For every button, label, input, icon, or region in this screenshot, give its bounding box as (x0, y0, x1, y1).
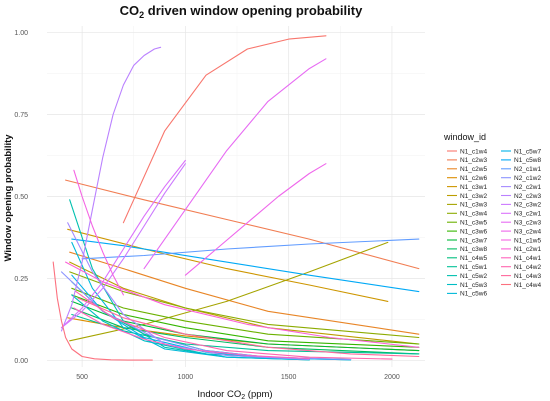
series-line-N1_c5w8 (71, 238, 420, 293)
legend-label-N1_c3w4: N1_c3w4 (460, 211, 487, 218)
series-line-N1_c5w6 (71, 241, 310, 361)
legend-label-N3_c2w4: N3_c2w4 (514, 228, 541, 235)
legend-label-N1_c4w2: N1_c4w2 (514, 264, 541, 271)
legend-label-N1_c5w2: N1_c5w2 (460, 273, 487, 280)
legend-label-N3_c2w3: N3_c2w3 (514, 220, 541, 227)
legend-label-N1_c1w4: N1_c1w4 (460, 148, 487, 155)
legend-label-N2_c2w3: N2_c2w3 (514, 193, 541, 200)
legend-label-N1_c5w7: N1_c5w7 (514, 148, 541, 155)
chart-title-sub: 2 (139, 10, 144, 20)
series-line-N1_c2w5 (69, 251, 420, 335)
legend-label-N1_c2w5: N1_c2w5 (460, 166, 487, 173)
legend-label-N1_c3w1: N1_c3w1 (460, 184, 487, 191)
legend-label-N1_c4w5: N1_c4w5 (460, 255, 487, 262)
legend-label-N1_c2w6: N1_c2w6 (460, 175, 487, 182)
x-tick-label: 500 (76, 374, 88, 381)
x-axis-title-sub: 2 (241, 394, 245, 401)
grid (47, 26, 425, 367)
chart-title-main: CO (120, 3, 140, 18)
legend-label-N1_c3w3: N1_c3w3 (460, 202, 487, 209)
chart-title: CO2 driven window opening probability (120, 3, 363, 20)
y-tick-label: 1.00 (14, 30, 28, 37)
legend-label-N1_c4w3: N1_c4w3 (514, 273, 541, 280)
series-line-N3_c2w1 (60, 159, 186, 329)
legend-label-N2_c3w2: N2_c3w2 (514, 202, 541, 209)
series-line-N1_c2w1 (65, 261, 420, 348)
legend-label-N2_c1w2: N2_c1w2 (514, 175, 541, 182)
series-line-N1_c4w1 (73, 307, 310, 360)
chart-title-rest: driven window opening probability (144, 3, 363, 18)
series-line-N1_c3w5 (71, 287, 420, 345)
x-axis-title: Indoor CO2 (ppm) (197, 389, 272, 401)
legend-label-N1_c5w8: N1_c5w8 (514, 157, 541, 164)
legend-label-N1_c3w6: N1_c3w6 (460, 228, 487, 235)
legend-label-N1_c5w1: N1_c5w1 (460, 264, 487, 271)
y-tick-label: 0.50 (14, 194, 28, 201)
legend-label-N1_c4w4: N1_c4w4 (514, 282, 541, 289)
y-axis-title: Window opening probability (3, 134, 14, 262)
series-line-N3_c2w4 (184, 163, 327, 276)
x-axis-title-rest: (ppm) (245, 389, 272, 400)
legend-label-N1_c1w5: N1_c1w5 (514, 237, 541, 244)
series-line-N1_c3w1 (67, 228, 389, 302)
y-tick-label: 0.00 (14, 358, 28, 365)
x-tick-label: 1500 (281, 374, 297, 381)
series-line-N1_c4w4 (52, 261, 153, 361)
series-line-N1_c4w3 (77, 297, 420, 358)
series-line-N2_c3w2 (60, 163, 186, 329)
legend-label-N1_c5w6: N1_c5w6 (460, 291, 487, 298)
series-line-N3_c2w3 (143, 58, 327, 270)
legend-label-N3_c2w1: N3_c2w1 (514, 211, 541, 218)
series-line-N2_c1w1 (81, 238, 420, 260)
legend-label-N1_c3w5: N1_c3w5 (460, 220, 487, 227)
y-tick-label: 0.25 (14, 276, 28, 283)
ticks: 0.00 0.25 0.50 0.75 1.00 500 1000 1500 2000 (14, 30, 399, 381)
series-line-N1_c2w3 (65, 179, 420, 270)
legend-label-N1_c3w8: N1_c3w8 (460, 246, 487, 253)
legend-label-N1_c5w3: N1_c5w3 (460, 282, 487, 289)
legend-label-N1_c2w1: N1_c2w1 (514, 246, 541, 253)
legend-label-N1_c4w1: N1_c4w1 (514, 255, 541, 262)
series-line-N1_c3w6 (71, 294, 420, 348)
x-tick-label: 1000 (178, 374, 194, 381)
series-line-N1_c1w5 (73, 169, 124, 296)
legend-label-N1_c2w3: N1_c2w3 (460, 157, 487, 164)
legend-label-N2_c1w1: N2_c1w1 (514, 166, 541, 173)
x-axis-title-main: Indoor CO (197, 389, 241, 400)
legend-label-N1_c3w2: N1_c3w2 (460, 193, 487, 200)
legend-label-N2_c2w1: N2_c2w1 (514, 184, 541, 191)
series-line-N2_c2w3 (60, 46, 162, 332)
series-line-N1_c3w8 (71, 307, 420, 355)
legend-label-N1_c3w7: N1_c3w7 (460, 237, 487, 244)
series-line-N1_c4w2 (75, 291, 393, 360)
series-group (52, 35, 420, 361)
y-tick-label: 0.75 (14, 112, 28, 119)
legend-title: window_id (443, 132, 486, 142)
legend: window_id N1_c1w4 N1_c2w3 N1_c2w5 N1_c2w6 N1… (443, 132, 541, 298)
x-tick-label: 2000 (384, 374, 400, 381)
series-line-N1_c1w4 (122, 35, 327, 224)
